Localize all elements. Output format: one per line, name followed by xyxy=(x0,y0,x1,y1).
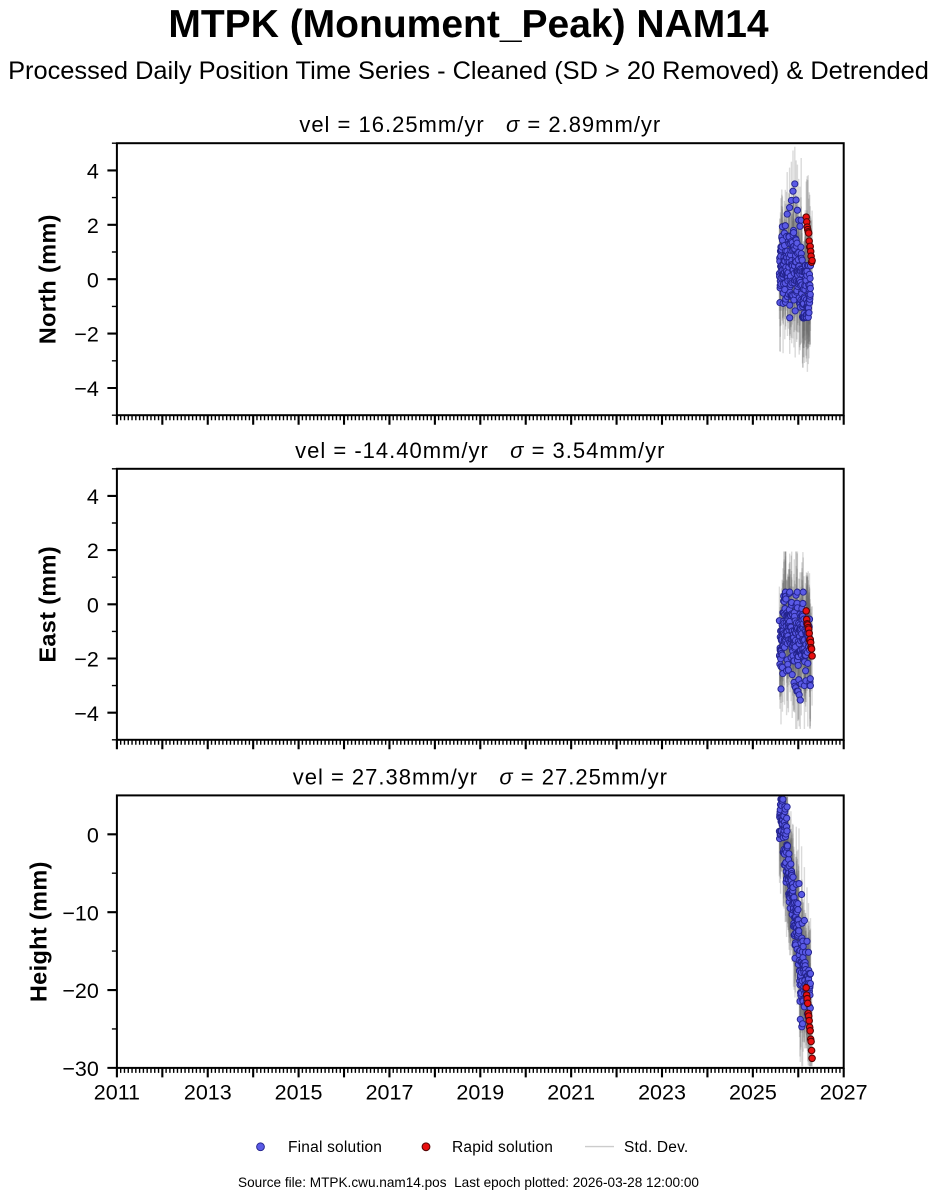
svg-text:Processed Daily Position Time: Processed Daily Position Time Series - C… xyxy=(8,57,929,85)
svg-text:2: 2 xyxy=(87,539,99,563)
svg-text:−4: −4 xyxy=(74,377,99,401)
svg-text:2011: 2011 xyxy=(94,1081,140,1105)
svg-text:2019: 2019 xyxy=(456,1081,504,1105)
svg-text:2015: 2015 xyxy=(275,1081,323,1105)
svg-text:vel = -14.40mm/yr σ = 3.54mm: vel = -14.40mm/yr σ = 3.54mm/yr xyxy=(295,438,665,463)
svg-text:2013: 2013 xyxy=(184,1081,232,1105)
svg-text:MTPK (Monument_Peak) NAM14: MTPK (Monument_Peak) NAM14 xyxy=(168,3,769,46)
svg-text:Final solution: Final solution xyxy=(288,1139,382,1156)
svg-text:Rapid solution: Rapid solution xyxy=(452,1139,553,1156)
svg-text:vel = 27.38mm/yr σ = 27.25mm: vel = 27.38mm/yr σ = 27.25mm/yr xyxy=(293,764,668,789)
svg-text:vel = 16.25mm/yr σ = 2.89mm/: vel = 16.25mm/yr σ = 2.89mm/yr xyxy=(299,112,661,137)
svg-text:2027: 2027 xyxy=(820,1081,868,1105)
svg-text:East (mm): East (mm) xyxy=(35,546,61,663)
svg-text:−20: −20 xyxy=(62,979,99,1003)
svg-text:2023: 2023 xyxy=(638,1081,686,1105)
svg-text:Source file: MTPK.cwu.nam14.po: Source file: MTPK.cwu.nam14.pos Last epo… xyxy=(238,1175,699,1190)
svg-text:−30: −30 xyxy=(62,1057,99,1081)
svg-text:Height (mm): Height (mm) xyxy=(26,861,52,1002)
svg-text:0: 0 xyxy=(87,593,99,617)
svg-text:−10: −10 xyxy=(62,901,99,925)
svg-text:0: 0 xyxy=(87,823,99,847)
svg-text:−2: −2 xyxy=(74,648,99,672)
svg-text:Std. Dev.: Std. Dev. xyxy=(624,1139,688,1156)
svg-text:0: 0 xyxy=(87,268,99,292)
svg-text:2021: 2021 xyxy=(547,1081,595,1105)
svg-text:4: 4 xyxy=(87,485,99,509)
svg-text:North (mm): North (mm) xyxy=(35,214,61,344)
svg-text:2: 2 xyxy=(87,214,99,238)
svg-text:−4: −4 xyxy=(74,702,99,726)
svg-text:2025: 2025 xyxy=(729,1081,777,1105)
svg-text:−2: −2 xyxy=(74,323,99,347)
svg-text:2017: 2017 xyxy=(366,1081,414,1105)
svg-text:4: 4 xyxy=(87,160,99,184)
